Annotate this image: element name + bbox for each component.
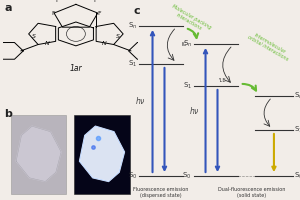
Text: S: S xyxy=(116,34,120,39)
Text: Dual-fluorescence emission
(solid state): Dual-fluorescence emission (solid state) xyxy=(218,187,285,198)
Polygon shape xyxy=(80,126,124,181)
Text: Molecular packing
interactions: Molecular packing interactions xyxy=(168,4,212,36)
Text: S$_0$: S$_0$ xyxy=(128,171,137,181)
Text: S$_n$: S$_n$ xyxy=(183,39,192,49)
Text: a: a xyxy=(4,3,12,13)
Text: Fluorescence emission
(dispersed state): Fluorescence emission (dispersed state) xyxy=(134,187,189,198)
Text: 'LE: 'LE xyxy=(218,78,226,83)
Text: F: F xyxy=(97,11,101,16)
Text: F: F xyxy=(51,11,55,16)
Text: S$_0$': S$_0$' xyxy=(295,171,300,181)
Text: S$_1$: S$_1$ xyxy=(128,59,137,69)
Polygon shape xyxy=(16,126,61,181)
Text: IC: IC xyxy=(182,43,187,47)
Text: S$_1$': S$_1$' xyxy=(295,125,300,135)
Text: S$_n$': S$_n$' xyxy=(295,91,300,101)
Text: 1ar: 1ar xyxy=(70,64,82,73)
Bar xyxy=(74,115,130,194)
Text: S$_n$: S$_n$ xyxy=(128,21,137,31)
Text: N: N xyxy=(45,41,50,46)
Text: S$_0$: S$_0$ xyxy=(182,171,192,181)
Text: c: c xyxy=(134,6,140,16)
Text: S: S xyxy=(32,34,36,39)
Text: b: b xyxy=(4,109,12,119)
Text: $h\nu$: $h\nu$ xyxy=(135,96,146,106)
Text: $h\nu$: $h\nu$ xyxy=(190,104,200,116)
Text: F: F xyxy=(55,0,59,2)
Bar xyxy=(11,115,66,194)
Text: S$_1$: S$_1$ xyxy=(183,81,192,91)
Text: Intermolecular
orbital interactions: Intermolecular orbital interactions xyxy=(246,30,292,62)
Text: F: F xyxy=(93,0,97,2)
Text: N: N xyxy=(102,41,106,46)
